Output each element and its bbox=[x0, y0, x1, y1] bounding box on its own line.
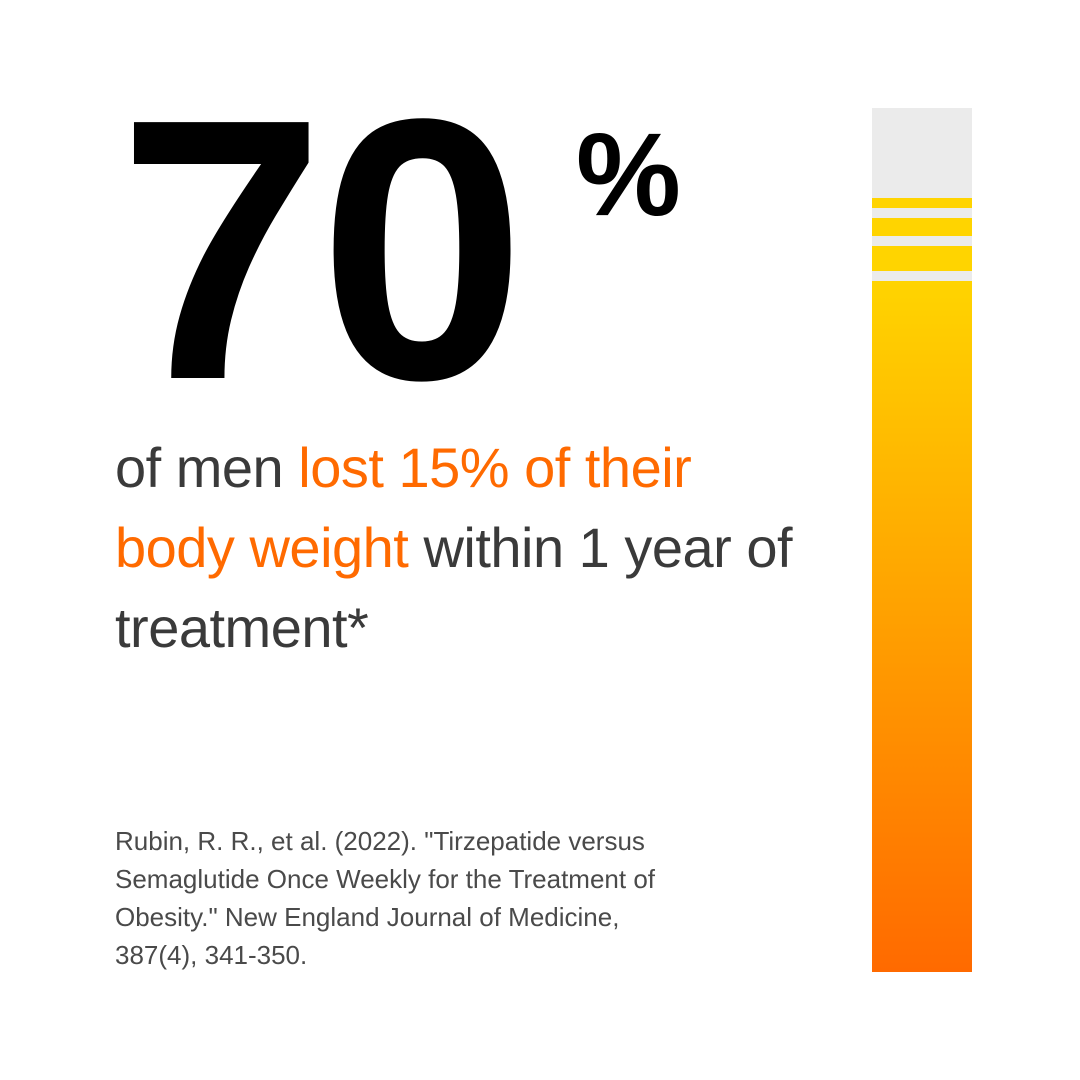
citation: Rubin, R. R., et al. (2022). "Tirzepatid… bbox=[115, 822, 655, 974]
statement: of men lost 15% of their body weight wit… bbox=[115, 428, 805, 668]
citation-line: Obesity." New England Journal of Medicin… bbox=[115, 902, 620, 932]
gauge-stripe bbox=[872, 198, 972, 208]
statement-lead: of men bbox=[115, 436, 284, 499]
stat-number: 70 bbox=[118, 41, 520, 457]
citation-line: 387(4), 341-350. bbox=[115, 940, 308, 970]
citation-line: Rubin, R. R., et al. (2022). "Tirzepatid… bbox=[115, 826, 645, 856]
gauge-stripe bbox=[872, 218, 972, 236]
statement-tail: within 1 year of treatment* bbox=[115, 516, 793, 659]
citation-line: Semaglutide Once Weekly for the Treatmen… bbox=[115, 864, 656, 894]
gauge bbox=[872, 108, 972, 972]
gauge-stripe bbox=[872, 246, 972, 271]
stat-unit: % bbox=[576, 109, 681, 241]
gauge-fill bbox=[872, 281, 972, 972]
statement-highlight: lost 15% of their body weight bbox=[115, 436, 692, 579]
